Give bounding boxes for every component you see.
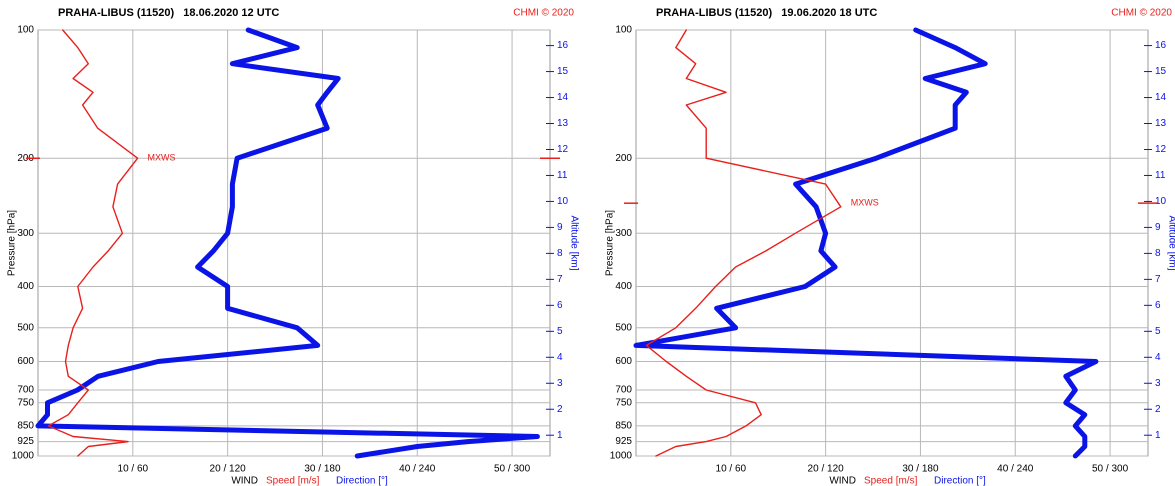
credit: CHMI © 2020 [513, 8, 574, 19]
chart-title: PRAHA-LIBUS (11520) 18.06.2020 12 UTC [58, 7, 279, 19]
x-tick-label: 40 / 240 [997, 464, 1034, 475]
y2-tick-label: 1 [557, 430, 563, 441]
y2-tick-label: 10 [1155, 196, 1167, 207]
direction-line [633, 27, 1099, 459]
chart-title: PRAHA-LIBUS (11520) 19.06.2020 18 UTC [656, 7, 877, 19]
y-tick-label: 400 [17, 281, 34, 292]
y2-tick-label: 8 [557, 248, 563, 259]
annotation-label: MXWS [851, 198, 879, 208]
y2-tick-label: 13 [1155, 118, 1167, 129]
y2-tick-label: 2 [1155, 404, 1161, 415]
y2-tick-label: 16 [557, 40, 569, 51]
y2-tick-label: 6 [557, 300, 563, 311]
y-tick-label: 925 [17, 436, 34, 447]
x-tick-label: 10 / 60 [716, 464, 747, 475]
y-tick-label: 100 [17, 25, 34, 36]
y-tick-label: 700 [17, 385, 34, 396]
y-tick-label: 850 [17, 421, 34, 432]
y2-tick-label: 14 [557, 92, 569, 103]
y-tick-label: 500 [615, 322, 632, 333]
plot-area [37, 29, 551, 457]
y-tick-label: 400 [615, 281, 632, 292]
y2-tick-label: 13 [557, 118, 569, 129]
legend-entry: Speed [m/s] [864, 476, 918, 486]
legend-entry: Speed [m/s] [266, 476, 320, 486]
speed-line [645, 29, 842, 457]
y2-tick-label: 15 [1155, 66, 1167, 77]
x-axis-label: WIND [231, 476, 258, 486]
y-tick-label: 100 [615, 25, 632, 36]
y2-tick-label: 9 [1155, 222, 1161, 233]
credit: CHMI © 2020 [1111, 8, 1172, 19]
y2-tick-label: 1 [1155, 430, 1161, 441]
y2-tick-label: 5 [1155, 326, 1161, 337]
y-tick-label: 500 [17, 322, 34, 333]
x-tick-label: 30 / 180 [902, 464, 939, 475]
y2-tick-label: 12 [1155, 144, 1167, 155]
y-tick-label: 700 [615, 385, 632, 396]
y2-tick-label: 12 [557, 144, 569, 155]
annotation-label: MXWS [148, 153, 176, 163]
y2-axis-label: Altitude [km] [1166, 215, 1175, 270]
x-tick-label: 40 / 240 [399, 464, 436, 475]
direction-line [35, 27, 540, 459]
y-tick-label: 1000 [12, 451, 35, 462]
y2-tick-label: 2 [557, 404, 563, 415]
x-axis-label: WIND [829, 476, 856, 486]
y2-tick-label: 10 [557, 196, 569, 207]
y-tick-label: 300 [17, 228, 34, 239]
y-tick-label: 300 [615, 228, 632, 239]
x-tick-label: 20 / 120 [210, 464, 247, 475]
y2-axis-label: Altitude [km] [568, 215, 579, 270]
y-tick-label: 200 [17, 153, 34, 164]
x-tick-label: 50 / 300 [1092, 464, 1129, 475]
y-tick-label: 600 [17, 356, 34, 367]
y-tick-label: 925 [615, 436, 632, 447]
legend-entry: Direction [°] [336, 476, 388, 486]
plot-area [635, 29, 1149, 457]
y2-tick-label: 9 [557, 222, 563, 233]
y2-tick-label: 11 [557, 170, 568, 181]
y2-tick-label: 3 [1155, 378, 1161, 389]
y-tick-label: 850 [615, 421, 632, 432]
y2-tick-label: 16 [1155, 40, 1167, 51]
y2-tick-label: 11 [1155, 170, 1166, 181]
y2-tick-label: 3 [557, 378, 563, 389]
y-tick-label: 600 [615, 356, 632, 367]
y-tick-label: 750 [17, 397, 34, 408]
y-axis-label: Pressure [hPa] [605, 210, 616, 276]
y2-tick-label: 5 [557, 326, 563, 337]
y2-tick-label: 15 [557, 66, 569, 77]
x-tick-label: 50 / 300 [494, 464, 531, 475]
y-tick-label: 750 [615, 397, 632, 408]
x-tick-label: 20 / 120 [808, 464, 845, 475]
y2-tick-label: 8 [1155, 248, 1161, 259]
speed-line [47, 29, 139, 457]
legend-entry: Direction [°] [934, 476, 986, 486]
y2-tick-label: 7 [1155, 274, 1161, 285]
y2-tick-label: 6 [1155, 300, 1161, 311]
y2-tick-label: 4 [557, 352, 563, 363]
y2-tick-label: 14 [1155, 92, 1167, 103]
x-tick-label: 30 / 180 [304, 464, 341, 475]
y-axis-label: Pressure [hPa] [7, 210, 18, 276]
y-tick-label: 1000 [610, 451, 633, 462]
x-tick-label: 10 / 60 [118, 464, 149, 475]
y2-tick-label: 7 [557, 274, 563, 285]
y2-tick-label: 4 [1155, 352, 1161, 363]
y-tick-label: 200 [615, 153, 632, 164]
